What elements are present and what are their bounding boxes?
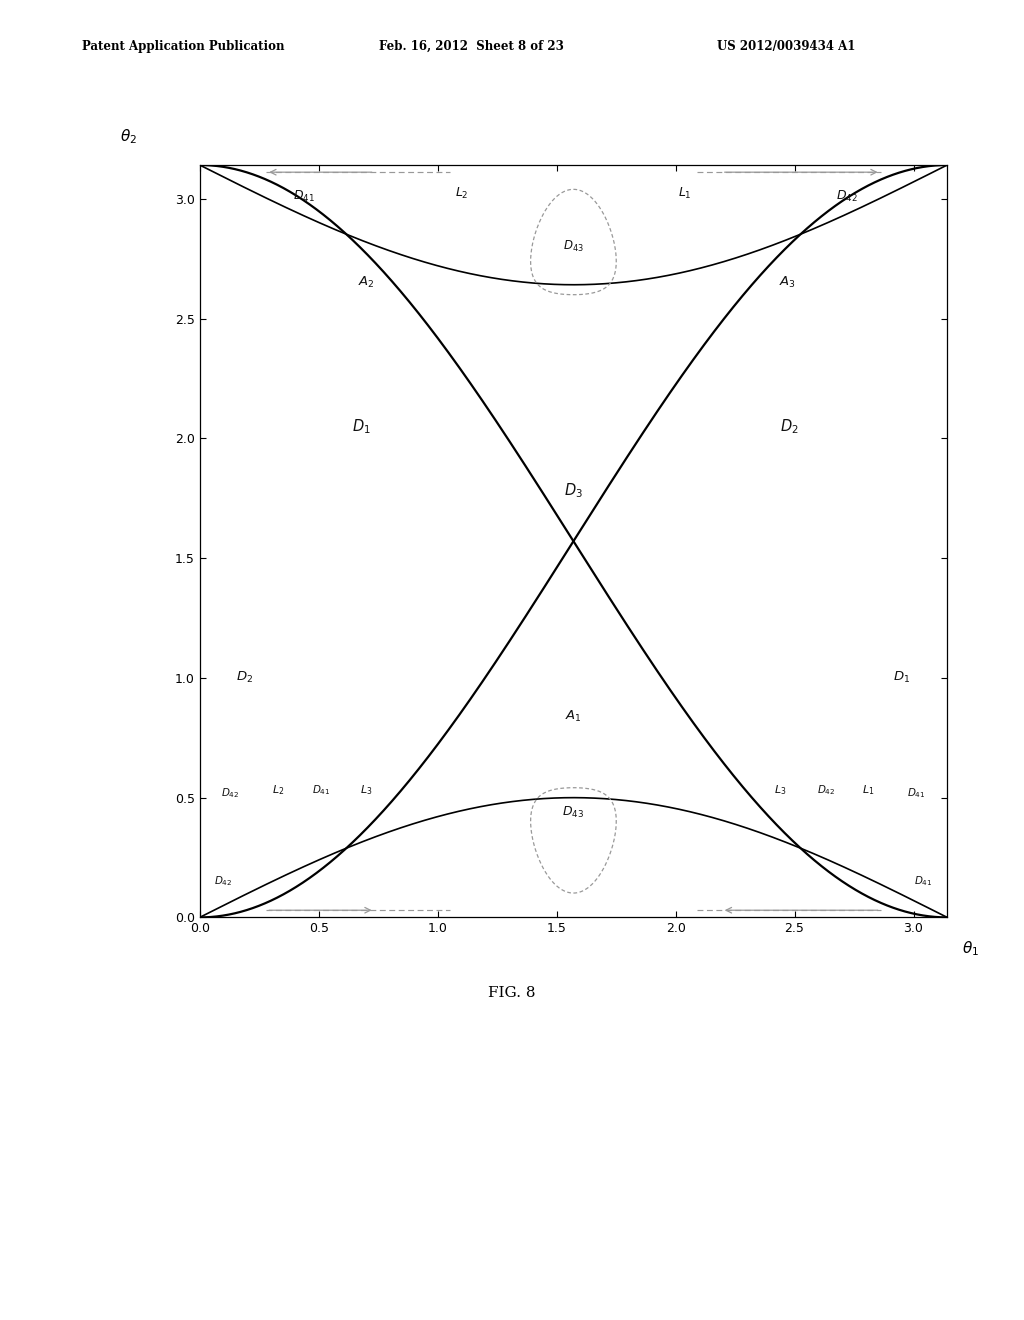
Text: $D_{41}$: $D_{41}$: [914, 875, 933, 888]
Text: $D_{43}$: $D_{43}$: [562, 804, 585, 820]
Text: $D_2$: $D_2$: [780, 417, 799, 436]
Text: $D_{42}$: $D_{42}$: [214, 875, 232, 888]
Text: $D_{42}$: $D_{42}$: [836, 189, 858, 203]
Text: $L_3$: $L_3$: [774, 784, 786, 797]
Text: $L_1$: $L_1$: [862, 784, 874, 797]
Text: $\theta_2$: $\theta_2$: [120, 127, 137, 145]
Text: $L_2$: $L_2$: [455, 186, 468, 201]
Text: $D_{41}$: $D_{41}$: [294, 189, 315, 203]
Text: $A_2$: $A_2$: [358, 275, 375, 290]
Text: $D_{42}$: $D_{42}$: [221, 785, 240, 800]
Text: $L_3$: $L_3$: [360, 784, 373, 797]
Text: FIG. 8: FIG. 8: [488, 986, 536, 999]
Text: $D_1$: $D_1$: [893, 671, 910, 685]
Text: $D_{43}$: $D_{43}$: [563, 239, 584, 255]
Text: $D_{42}$: $D_{42}$: [816, 784, 836, 797]
Text: Feb. 16, 2012  Sheet 8 of 23: Feb. 16, 2012 Sheet 8 of 23: [379, 40, 564, 53]
Text: $L_2$: $L_2$: [272, 784, 285, 797]
Text: $D_{41}$: $D_{41}$: [311, 784, 331, 797]
Text: $L_1$: $L_1$: [678, 186, 692, 201]
Text: $A_1$: $A_1$: [565, 709, 582, 723]
Text: $D_3$: $D_3$: [564, 482, 583, 500]
Text: $\theta_1$: $\theta_1$: [963, 940, 980, 958]
Text: $D_2$: $D_2$: [237, 671, 254, 685]
Text: US 2012/0039434 A1: US 2012/0039434 A1: [717, 40, 855, 53]
Text: Patent Application Publication: Patent Application Publication: [82, 40, 285, 53]
Text: $D_1$: $D_1$: [352, 417, 371, 436]
Text: $A_3$: $A_3$: [779, 275, 796, 290]
Text: $D_{41}$: $D_{41}$: [907, 785, 926, 800]
